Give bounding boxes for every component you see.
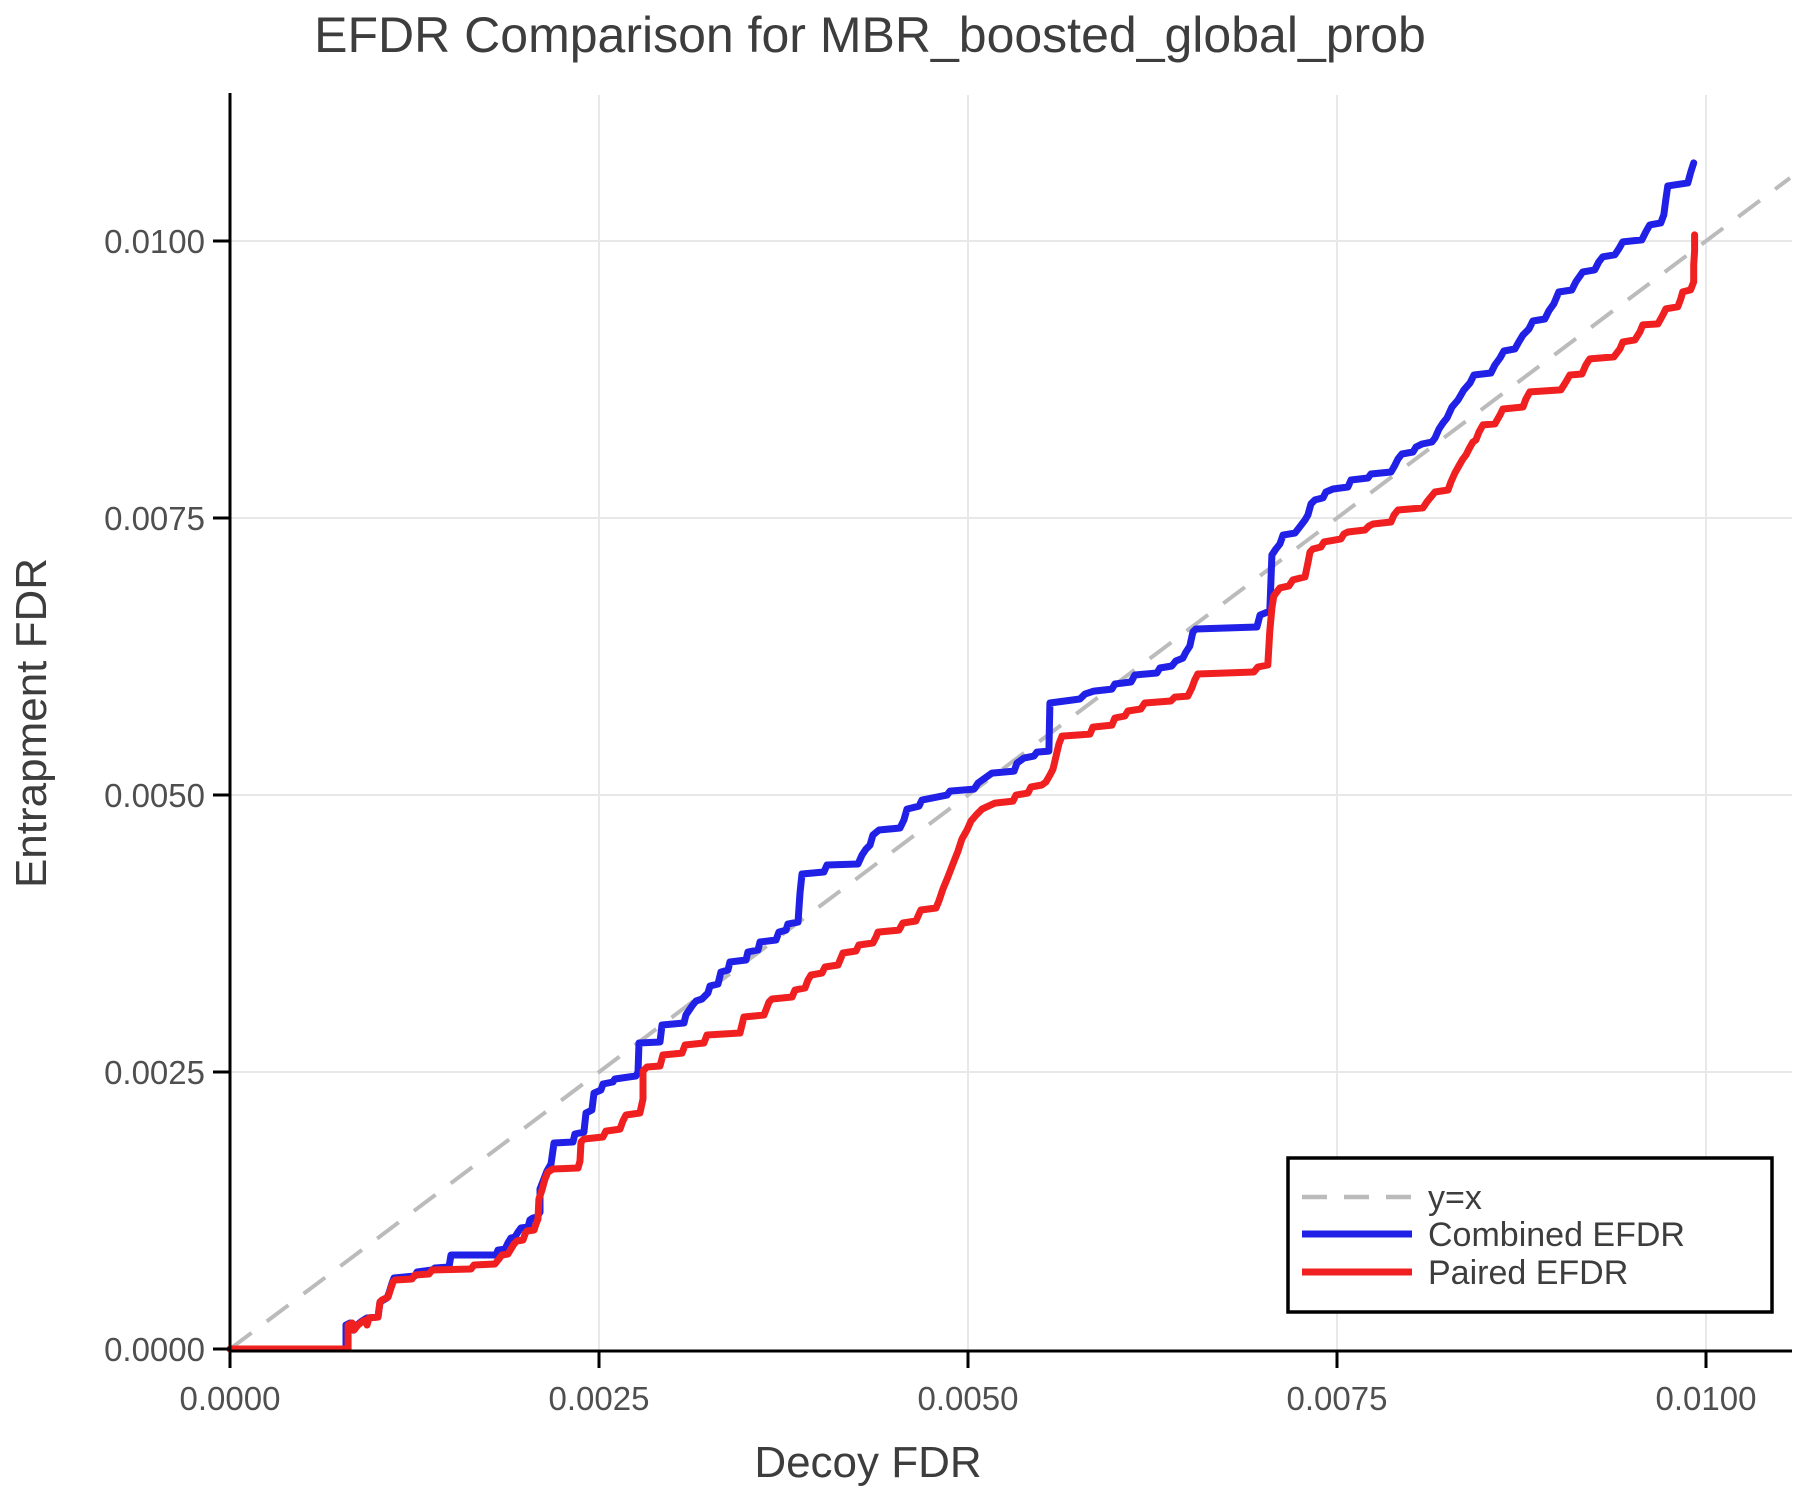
y-tick-label: 0.0050 bbox=[104, 777, 205, 814]
legend: y=x Combined EFDR Paired EFDR bbox=[1286, 1156, 1774, 1314]
gridlines bbox=[230, 95, 1792, 1351]
x-tick-label: 0.0100 bbox=[1656, 1380, 1757, 1417]
x-axis-title: Decoy FDR bbox=[754, 1438, 981, 1487]
series-line-paired-efdr bbox=[226, 231, 1699, 1353]
reference-line-y-equals-x bbox=[228, 176, 1792, 1351]
x-tick-label: 0.0025 bbox=[549, 1380, 650, 1417]
legend-label-paired: Paired EFDR bbox=[1428, 1254, 1628, 1292]
axis-ticks: 0.0000 0.0025 0.0050 0.0075 0.0100 0.0000 0.00… bbox=[104, 223, 1756, 1417]
y-tick-label: 0.0100 bbox=[104, 223, 205, 260]
plot-series bbox=[226, 159, 1792, 1353]
x-tick-label: 0.0000 bbox=[180, 1380, 281, 1417]
y-tick-label: 0.0075 bbox=[104, 500, 205, 537]
y-tick-label: 0.0000 bbox=[104, 1331, 205, 1368]
legend-label-combined: Combined EFDR bbox=[1428, 1216, 1685, 1254]
chart-title: EFDR Comparison for MBR_boosted_global_p… bbox=[314, 7, 1426, 63]
x-tick-label: 0.0075 bbox=[1287, 1380, 1388, 1417]
legend-label-reference: y=x bbox=[1428, 1179, 1482, 1217]
x-tick-label: 0.0050 bbox=[918, 1380, 1019, 1417]
y-axis-title: Entrapment FDR bbox=[7, 558, 56, 888]
y-tick-label: 0.0025 bbox=[104, 1054, 205, 1091]
